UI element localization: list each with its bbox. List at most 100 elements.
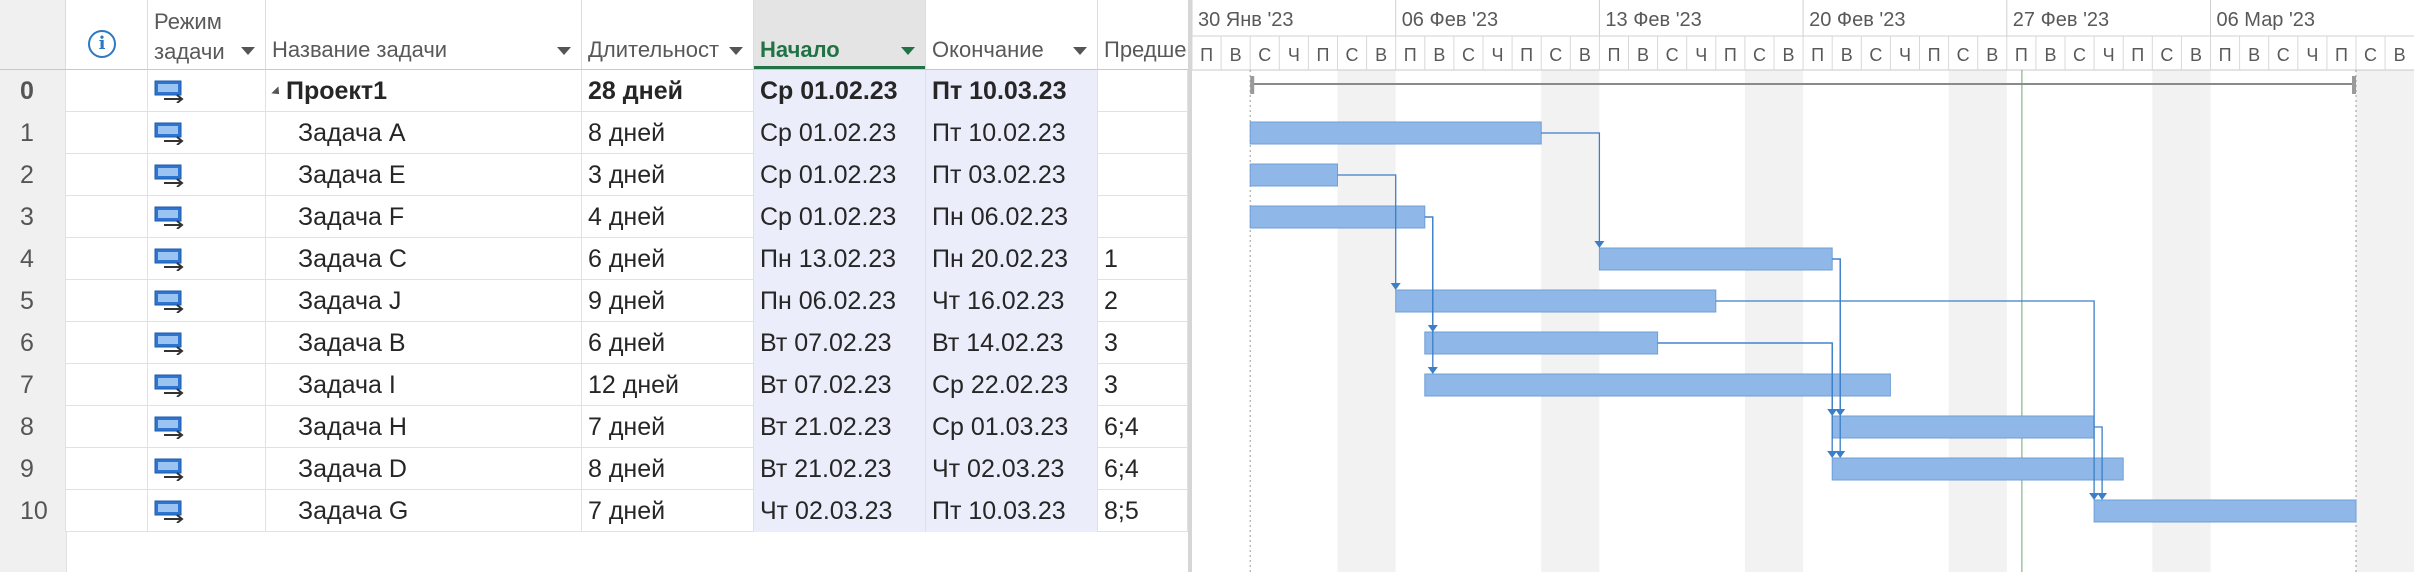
task-id-cell[interactable]: 2: [0, 154, 66, 196]
filter-dropdown-icon[interactable]: [557, 47, 571, 55]
task-finish-cell[interactable]: Вт 14.02.23: [926, 322, 1098, 364]
filter-dropdown-icon[interactable]: [241, 47, 255, 55]
task-row[interactable]: 8 Задача H 7 дней Вт 21.02.23 Ср 01.03.23 6;4: [0, 406, 1188, 448]
indicator-cell[interactable]: [66, 406, 148, 448]
task-mode-cell[interactable]: [148, 70, 266, 112]
column-header-start[interactable]: Начало: [754, 0, 926, 70]
view-splitter[interactable]: [1188, 0, 1192, 572]
filter-dropdown-icon[interactable]: [901, 47, 915, 55]
column-header-duration[interactable]: Длительност: [582, 0, 754, 70]
task-mode-cell[interactable]: [148, 364, 266, 406]
task-start-cell[interactable]: Ср 01.02.23: [754, 70, 926, 112]
task-finish-cell[interactable]: Чт 16.02.23: [926, 280, 1098, 322]
task-duration-cell[interactable]: 7 дней: [582, 406, 754, 448]
indicator-cell[interactable]: [66, 70, 148, 112]
task-row[interactable]: 9 Задача D 8 дней Вт 21.02.23 Чт 02.03.23 6;4: [0, 448, 1188, 490]
filter-dropdown-icon[interactable]: [1073, 47, 1087, 55]
indicator-cell[interactable]: [66, 238, 148, 280]
task-start-cell[interactable]: Вт 21.02.23: [754, 448, 926, 490]
task-finish-cell[interactable]: Пн 06.02.23: [926, 196, 1098, 238]
task-start-cell[interactable]: Вт 07.02.23: [754, 364, 926, 406]
task-bar[interactable]: [1424, 331, 1659, 355]
task-duration-cell[interactable]: 28 дней: [582, 70, 754, 112]
column-header-name[interactable]: Название задачи: [266, 0, 582, 70]
task-id-cell[interactable]: 7: [0, 364, 66, 406]
task-pred-cell[interactable]: 2: [1098, 280, 1188, 322]
indicator-cell[interactable]: [66, 154, 148, 196]
task-mode-cell[interactable]: [148, 448, 266, 490]
task-bar[interactable]: [1831, 457, 2124, 481]
task-pred-cell[interactable]: [1098, 112, 1188, 154]
task-pred-cell[interactable]: [1098, 70, 1188, 112]
column-header-finish[interactable]: Окончание: [926, 0, 1098, 70]
task-id-cell[interactable]: 3: [0, 196, 66, 238]
task-row[interactable]: 3 Задача F 4 дней Ср 01.02.23 Пн 06.02.23: [0, 196, 1188, 238]
task-duration-cell[interactable]: 7 дней: [582, 490, 754, 532]
task-start-cell[interactable]: Пн 13.02.23: [754, 238, 926, 280]
task-finish-cell[interactable]: Пт 10.02.23: [926, 112, 1098, 154]
task-row[interactable]: 10 Задача G 7 дней Чт 02.03.23 Пт 10.03.23 8;…: [0, 490, 1188, 532]
collapse-triangle-icon[interactable]: [271, 86, 283, 99]
task-start-cell[interactable]: Вт 21.02.23: [754, 406, 926, 448]
indicator-cell[interactable]: [66, 196, 148, 238]
task-bar[interactable]: [1249, 121, 1542, 145]
task-name-cell[interactable]: Задача H: [266, 406, 582, 448]
task-duration-cell[interactable]: 3 дней: [582, 154, 754, 196]
task-name-cell[interactable]: Задача B: [266, 322, 582, 364]
indicators-column-header[interactable]: i: [66, 0, 148, 70]
task-finish-cell[interactable]: Пт 10.03.23: [926, 490, 1098, 532]
task-id-cell[interactable]: 6: [0, 322, 66, 364]
task-start-cell[interactable]: Ср 01.02.23: [754, 154, 926, 196]
task-row[interactable]: 6 Задача B 6 дней Вт 07.02.23 Вт 14.02.23 3: [0, 322, 1188, 364]
task-mode-cell[interactable]: [148, 280, 266, 322]
task-finish-cell[interactable]: Чт 02.03.23: [926, 448, 1098, 490]
task-mode-cell[interactable]: [148, 238, 266, 280]
task-finish-cell[interactable]: Ср 01.03.23: [926, 406, 1098, 448]
task-row[interactable]: 4 Задача C 6 дней Пн 13.02.23 Пн 20.02.23 1: [0, 238, 1188, 280]
task-pred-cell[interactable]: 6;4: [1098, 448, 1188, 490]
task-duration-cell[interactable]: 8 дней: [582, 112, 754, 154]
task-id-cell[interactable]: 8: [0, 406, 66, 448]
task-name-cell[interactable]: Задача E: [266, 154, 582, 196]
task-row[interactable]: 7 Задача I 12 дней Вт 07.02.23 Ср 22.02.23 3: [0, 364, 1188, 406]
task-bar[interactable]: [1395, 289, 1717, 313]
task-name-cell[interactable]: Проект1: [266, 70, 582, 112]
indicator-cell[interactable]: [66, 490, 148, 532]
task-id-cell[interactable]: 9: [0, 448, 66, 490]
summary-task-row[interactable]: 0 Проект1 28 дней Ср 01.02.23 Пт 10.03.23: [0, 70, 1188, 112]
task-mode-cell[interactable]: [148, 196, 266, 238]
task-pred-cell[interactable]: 3: [1098, 322, 1188, 364]
task-name-cell[interactable]: Задача I: [266, 364, 582, 406]
task-pred-cell[interactable]: [1098, 154, 1188, 196]
task-name-cell[interactable]: Задача C: [266, 238, 582, 280]
task-mode-cell[interactable]: [148, 406, 266, 448]
task-row[interactable]: 2 Задача E 3 дней Ср 01.02.23 Пт 03.02.23: [0, 154, 1188, 196]
indicator-cell[interactable]: [66, 322, 148, 364]
task-duration-cell[interactable]: 8 дней: [582, 448, 754, 490]
select-all-corner[interactable]: [0, 0, 66, 70]
task-duration-cell[interactable]: 4 дней: [582, 196, 754, 238]
task-start-cell[interactable]: Ср 01.02.23: [754, 196, 926, 238]
task-name-cell[interactable]: Задача D: [266, 448, 582, 490]
task-start-cell[interactable]: Ср 01.02.23: [754, 112, 926, 154]
indicator-cell[interactable]: [66, 448, 148, 490]
task-mode-cell[interactable]: [148, 490, 266, 532]
task-finish-cell[interactable]: Пт 10.03.23: [926, 70, 1098, 112]
task-row[interactable]: 5 Задача J 9 дней Пн 06.02.23 Чт 16.02.23 2: [0, 280, 1188, 322]
task-finish-cell[interactable]: Ср 22.02.23: [926, 364, 1098, 406]
task-duration-cell[interactable]: 9 дней: [582, 280, 754, 322]
column-header-predecessors[interactable]: Предше: [1098, 0, 1188, 70]
task-start-cell[interactable]: Пн 06.02.23: [754, 280, 926, 322]
task-id-cell[interactable]: 0: [0, 70, 66, 112]
task-pred-cell[interactable]: 8;5: [1098, 490, 1188, 532]
task-pred-cell[interactable]: 3: [1098, 364, 1188, 406]
task-name-cell[interactable]: Задача G: [266, 490, 582, 532]
task-bar[interactable]: [1424, 373, 1891, 397]
task-id-cell[interactable]: 1: [0, 112, 66, 154]
task-finish-cell[interactable]: Пт 03.02.23: [926, 154, 1098, 196]
task-bar[interactable]: [1598, 247, 1833, 271]
task-finish-cell[interactable]: Пн 20.02.23: [926, 238, 1098, 280]
task-start-cell[interactable]: Вт 07.02.23: [754, 322, 926, 364]
task-duration-cell[interactable]: 12 дней: [582, 364, 754, 406]
task-pred-cell[interactable]: 1: [1098, 238, 1188, 280]
